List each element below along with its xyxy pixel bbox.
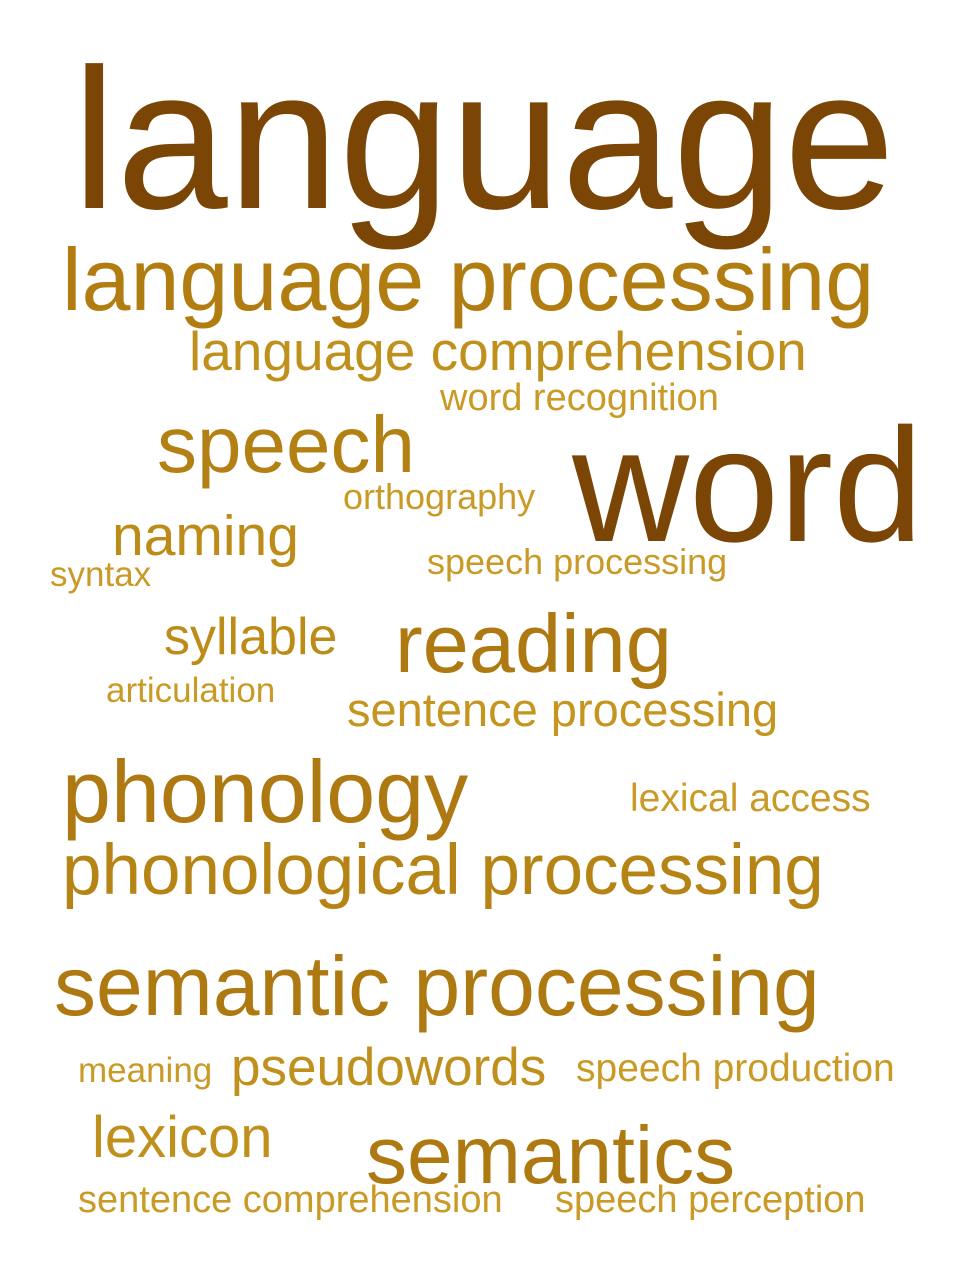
word-syllable: syllable [164,608,338,666]
word-sentence-comprehension: sentence comprehension [78,1179,503,1221]
word-semantics: semantics [366,1110,736,1201]
word-speech: speech [157,400,415,489]
word-language-processing: language processing [62,230,875,329]
word-language-comprehension: language comprehension [189,320,807,382]
word-speech-perception: speech perception [555,1179,866,1221]
word-sentence-processing: sentence processing [347,683,779,736]
word-phonology: phonology [62,742,469,841]
word-speech-processing: speech processing [427,541,728,582]
word-lexical-access: lexical access [630,777,871,820]
word-lexicon: lexicon [92,1105,273,1170]
word-meaning: meaning [78,1051,213,1090]
word-semantic-processing: semantic processing [54,939,820,1033]
word-language: language [72,28,896,251]
word-speech-production: speech production [576,1047,895,1090]
word-pseudowords: pseudowords [231,1038,547,1097]
word-word-recognition: word recognition [440,377,719,419]
word-phonological-processing: phonological processing [62,831,824,910]
word-word: word [572,395,924,576]
word-articulation: articulation [106,671,276,710]
word-naming: naming [112,504,299,568]
word-reading: reading [395,597,672,690]
word-syntax: syntax [50,555,152,594]
word-orthography: orthography [343,476,536,517]
